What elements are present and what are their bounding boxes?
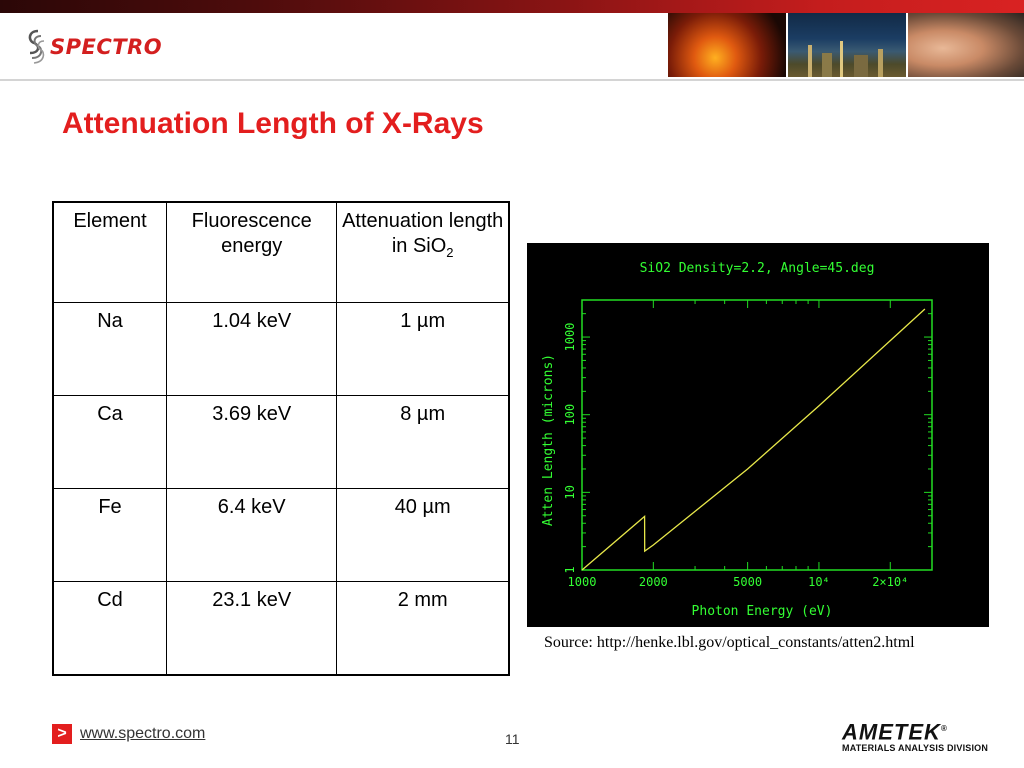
registered-mark: ®	[940, 724, 948, 733]
cell-length: 1 µm	[336, 302, 510, 396]
spectro-logo-icon	[28, 29, 45, 64]
table-row: Fe 6.4 keV 40 µm	[52, 488, 510, 582]
header-cell-energy: Fluorescence energy	[166, 201, 338, 303]
x-axis-label: Photon Energy (eV)	[692, 604, 833, 619]
x-tick-label: 1000	[568, 575, 597, 589]
source-citation: Source: http://henke.lbl.gov/optical_con…	[544, 634, 915, 651]
cell-element: Fe	[52, 488, 168, 582]
logo-text: SPECTRO	[50, 35, 163, 59]
table-row: Na 1.04 keV 1 µm	[52, 302, 510, 396]
y-axis-label: Atten Length (microns)	[541, 354, 556, 526]
y-tick-label: 1000	[563, 323, 577, 352]
attenuation-plot: 1000 2000 5000 10⁴ 2×10⁴ 1 10 100 1000 SiO2 Densi…	[527, 243, 989, 627]
header-photo-refinery	[788, 13, 906, 77]
cell-length: 2 mm	[336, 581, 510, 676]
ametek-logo: AMETEK® MATERIALS ANALYSIS DIVISION	[842, 718, 989, 754]
header-photo-industry	[668, 13, 786, 77]
ametek-name-text: AMETEK	[842, 719, 941, 745]
ametek-name: AMETEK®	[842, 718, 988, 743]
plot-title: SiO2 Density=2.2, Angle=45.deg	[640, 261, 875, 276]
cell-length: 8 µm	[336, 395, 510, 489]
plot-svg: 1000 2000 5000 10⁴ 2×10⁴ 1 10 100 1000 SiO2 Densi…	[541, 261, 933, 619]
header-attenuation-text: Attenuation length in SiO	[342, 210, 504, 257]
header-subscript: 2	[446, 245, 454, 260]
x-tick-label: 10⁴	[808, 575, 830, 589]
plot-frame	[581, 299, 933, 571]
top-accent-bar	[0, 0, 1024, 13]
cell-element: Ca	[52, 395, 168, 489]
cell-length: 40 µm	[336, 488, 510, 582]
table-row: Cd 23.1 keV 2 mm	[52, 581, 510, 676]
cell-energy: 3.69 keV	[166, 395, 338, 489]
attenuation-table: Element Fluorescence energy Attenuation …	[52, 201, 510, 676]
slide-title: Attenuation Length of X-Rays	[62, 107, 484, 140]
table-header-row: Element Fluorescence energy Attenuation …	[52, 201, 510, 303]
y-tick-label: 1	[563, 566, 577, 573]
table-row: Ca 3.69 keV 8 µm	[52, 395, 510, 489]
cell-energy: 23.1 keV	[166, 581, 338, 676]
header-cell-element: Element	[52, 201, 168, 303]
y-tick-label: 10	[563, 485, 577, 499]
page-number: 11	[505, 731, 520, 747]
chevron-right-icon[interactable]: >	[52, 724, 72, 744]
x-tick-label: 5000	[733, 575, 762, 589]
ametek-division: MATERIALS ANALYSIS DIVISION	[842, 743, 989, 754]
data-series-line	[581, 308, 926, 571]
cell-element: Cd	[52, 581, 168, 676]
cell-energy: 1.04 keV	[166, 302, 338, 396]
spectro-logo: SPECTRO	[24, 27, 162, 67]
header-photo-person	[908, 13, 1024, 77]
x-tick-label: 2000	[639, 575, 668, 589]
x-tick-label: 2×10⁴	[872, 575, 908, 589]
cell-element: Na	[52, 302, 168, 396]
y-tick-label: 100	[563, 404, 577, 426]
cell-energy: 6.4 keV	[166, 488, 338, 582]
header-cell-attenuation: Attenuation length in SiO2	[336, 201, 510, 303]
website-link[interactable]: www.spectro.com	[80, 725, 206, 742]
